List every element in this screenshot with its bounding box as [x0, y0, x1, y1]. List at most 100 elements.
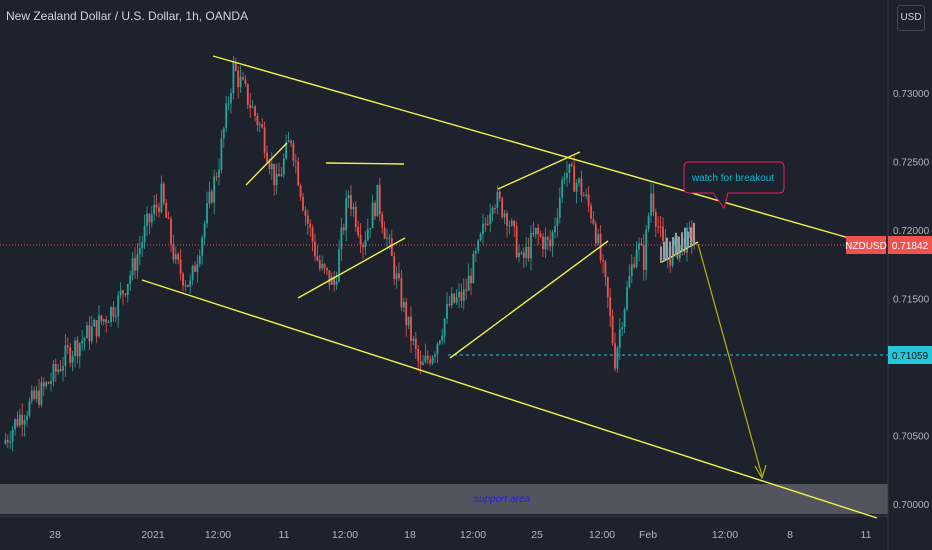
candle — [263, 121, 266, 159]
flag-line-1[interactable] — [245, 142, 288, 186]
candle — [335, 271, 338, 291]
candle — [280, 166, 283, 177]
drawings-group[interactable] — [141, 55, 878, 519]
candle — [633, 256, 636, 269]
candle — [376, 184, 379, 217]
candles-group — [4, 55, 696, 452]
projection-bar — [666, 237, 668, 260]
candle — [266, 145, 268, 164]
breakout-callout[interactable]: watch for breakout — [683, 161, 785, 210]
candle — [522, 247, 525, 268]
candle — [246, 83, 249, 110]
projection-bar — [693, 222, 695, 245]
wedge-upper-line[interactable] — [497, 151, 581, 190]
candle — [563, 171, 566, 185]
candle — [158, 202, 160, 218]
channel-lower-trendline[interactable] — [141, 279, 878, 519]
candle — [599, 225, 602, 264]
candle — [297, 157, 300, 187]
candle — [182, 271, 184, 292]
candle — [117, 291, 120, 328]
candle — [261, 118, 264, 129]
candle — [11, 425, 14, 452]
projection-bar — [663, 242, 665, 262]
candle — [354, 201, 357, 232]
candle — [213, 169, 216, 215]
candle — [273, 163, 276, 196]
x-tick-label-11: 8 — [787, 529, 793, 541]
candle — [66, 337, 69, 355]
candle — [196, 254, 199, 283]
candle — [347, 190, 350, 209]
x-tick-label-10: 12:00 — [712, 529, 738, 541]
candle — [162, 181, 165, 206]
projection-arrowhead — [754, 464, 767, 480]
candle — [602, 254, 604, 274]
candle — [198, 249, 201, 268]
candle — [405, 298, 408, 337]
candle — [345, 189, 348, 241]
candle — [18, 408, 21, 428]
candle — [74, 337, 76, 368]
candle — [534, 227, 537, 239]
candle — [542, 232, 544, 258]
candle — [573, 155, 576, 193]
candle — [532, 221, 535, 237]
candle — [510, 218, 513, 228]
candle — [390, 229, 393, 257]
candle — [136, 243, 139, 280]
projection-bar — [684, 227, 686, 250]
candle — [570, 161, 573, 168]
candle — [455, 289, 458, 305]
candle — [585, 188, 588, 200]
y-tick-label-4: 0.70500 — [893, 432, 930, 443]
resistance-line-1[interactable] — [325, 162, 405, 165]
candle — [278, 162, 280, 177]
candle — [369, 227, 372, 239]
candle — [580, 170, 583, 203]
projection-bar — [675, 232, 677, 255]
candle — [474, 247, 477, 262]
candle — [431, 354, 434, 366]
candle — [306, 209, 309, 235]
x-tick-label-7: 25 — [531, 529, 543, 541]
callout-text: watch for breakout — [691, 173, 774, 184]
candle — [482, 213, 484, 244]
x-tick-label-0: 28 — [49, 529, 61, 541]
candle — [525, 236, 528, 267]
candle — [434, 351, 436, 363]
projection-bar — [687, 231, 689, 249]
candle — [592, 211, 595, 226]
wedge-lower-line[interactable] — [449, 240, 609, 359]
candle — [446, 292, 448, 324]
candle — [508, 220, 511, 234]
candle — [122, 289, 124, 305]
candle — [472, 250, 475, 284]
support-area-label: support area — [474, 494, 531, 505]
candle — [220, 130, 223, 174]
y-tick-label-3: 0.71500 — [893, 295, 930, 306]
support-trendline-1[interactable] — [297, 237, 406, 299]
candle — [309, 219, 312, 237]
candle — [383, 221, 386, 240]
candle — [227, 96, 230, 111]
candle — [513, 219, 516, 237]
currency-button[interactable]: USD — [897, 5, 925, 31]
candle — [467, 263, 470, 291]
candle — [594, 221, 597, 247]
candle — [203, 220, 206, 246]
candle — [606, 276, 609, 308]
candle — [100, 314, 103, 325]
channel-upper-trendline[interactable] — [212, 55, 878, 247]
candle — [650, 182, 652, 223]
projection-line[interactable] — [697, 243, 763, 477]
candle — [566, 161, 568, 187]
candle — [479, 232, 482, 242]
candle — [14, 418, 16, 436]
candle — [688, 221, 691, 239]
candle — [458, 283, 460, 308]
candle — [52, 359, 55, 387]
candle — [398, 262, 400, 281]
